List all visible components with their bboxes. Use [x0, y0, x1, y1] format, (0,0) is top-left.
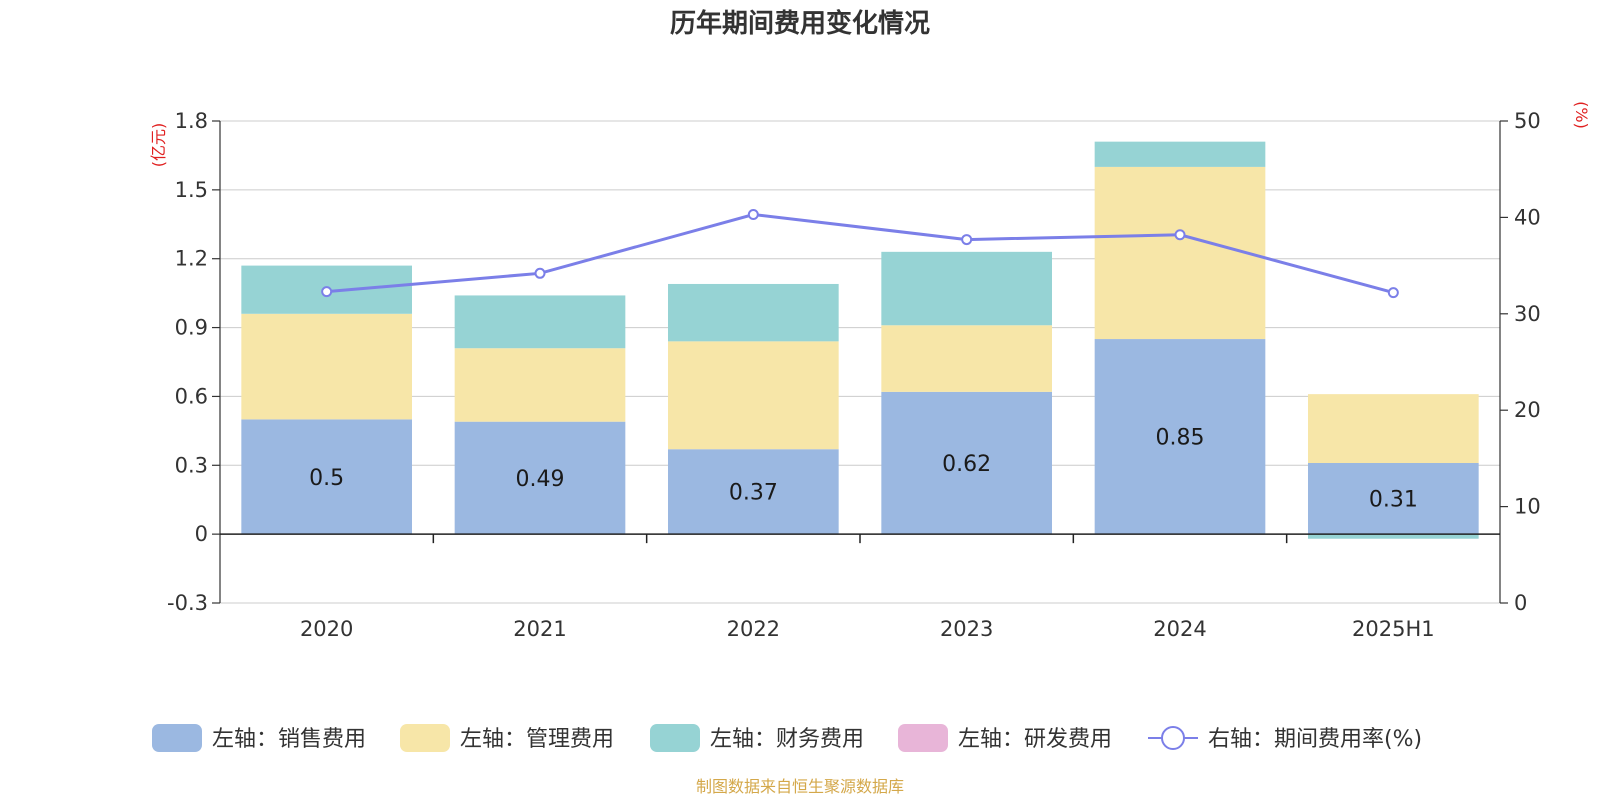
bar-segment — [454, 348, 626, 422]
bar-segment — [1094, 166, 1266, 340]
x-tick-label: 2025H1 — [1352, 617, 1435, 641]
bar-segment — [881, 325, 1052, 392]
bar-value-label: 0.37 — [729, 481, 778, 506]
right-tick-label: 20 — [1514, 398, 1541, 422]
x-tick-label: 2020 — [300, 617, 353, 641]
left-tick-label: 1.2 — [175, 247, 208, 271]
legend-swatch — [650, 724, 700, 752]
chart-title: 历年期间费用变化情况 — [670, 8, 930, 39]
data-labels: 0.5 0.49 0.37 0.62 0.85 0.31 — [309, 426, 1418, 513]
rate-line — [321, 209, 1399, 299]
left-tick-label: 0 — [195, 522, 208, 546]
left-tick-label: 1.8 — [175, 109, 208, 133]
bar-segment — [241, 419, 412, 535]
legend-swatch — [152, 724, 202, 752]
x-tick-label: 2022 — [727, 617, 780, 641]
bars — [241, 141, 1479, 539]
legend-label: 右轴：期间费用率(%) — [1208, 727, 1422, 752]
bar-segment — [241, 313, 412, 420]
left-tick-label: 1.5 — [175, 178, 208, 202]
right-tick-label: 30 — [1514, 302, 1541, 326]
bar-segment — [1094, 339, 1266, 535]
legend: 左轴：销售费用 左轴：管理费用 左轴：财务费用 左轴：研发费用 右轴：期间费用率(%) — [152, 724, 1422, 752]
rate-point — [961, 234, 973, 246]
bar-segment — [668, 341, 839, 450]
x-tick-label: 2024 — [1153, 617, 1206, 641]
legend-label: 左轴：销售费用 — [212, 727, 366, 752]
legend-line-marker — [1161, 726, 1185, 750]
axes: 1.8 1.5 1.2 0.9 0.6 0.3 0 -0.3 50 40 30 20 10 0 2020 20… — [167, 109, 1541, 641]
right-axis-unit: (%) — [1572, 101, 1591, 129]
left-tick-label: 0.6 — [175, 384, 208, 408]
bar-value-label: 0.62 — [942, 452, 991, 477]
right-tick-label: 0 — [1514, 591, 1527, 615]
left-tick-label: -0.3 — [167, 591, 208, 615]
bar-segment — [1308, 534, 1479, 539]
bar-segment — [454, 421, 626, 535]
legend-swatch — [400, 724, 450, 752]
left-tick-label: 0.3 — [175, 453, 208, 477]
rate-point — [1387, 287, 1399, 299]
rate-point — [747, 209, 759, 221]
bar-segment — [1308, 462, 1479, 535]
legend-swatch — [898, 724, 948, 752]
x-tick-label: 2023 — [940, 617, 993, 641]
right-tick-label: 40 — [1514, 205, 1541, 229]
left-tick-label: 0.9 — [175, 316, 208, 340]
bar-value-label: 0.5 — [309, 466, 344, 491]
rate-point — [534, 267, 546, 279]
right-tick-label: 10 — [1514, 495, 1541, 519]
rate-point — [321, 286, 333, 298]
bar-segment — [668, 449, 839, 535]
bar-segment — [668, 283, 839, 342]
source-note: 制图数据来自恒生聚源数据库 — [696, 777, 904, 796]
bar-segment — [881, 391, 1052, 535]
bar-value-label: 0.49 — [516, 467, 565, 492]
legend-label: 左轴：财务费用 — [710, 727, 864, 752]
bar-segment — [1308, 394, 1479, 463]
rate-point — [1174, 229, 1186, 241]
x-tick-label: 2021 — [513, 617, 566, 641]
bar-segment — [1094, 141, 1266, 167]
legend-label: 左轴：研发费用 — [958, 727, 1112, 752]
right-tick-label: 50 — [1514, 109, 1541, 133]
bar-segment — [881, 251, 1052, 326]
bar-segment — [454, 295, 626, 349]
bar-value-label: 0.85 — [1156, 426, 1205, 451]
legend-label: 左轴：管理费用 — [460, 727, 614, 752]
bar-value-label: 0.31 — [1369, 488, 1418, 513]
rate-line-path — [326, 212, 1394, 295]
left-axis-unit: (亿元) — [149, 123, 168, 168]
